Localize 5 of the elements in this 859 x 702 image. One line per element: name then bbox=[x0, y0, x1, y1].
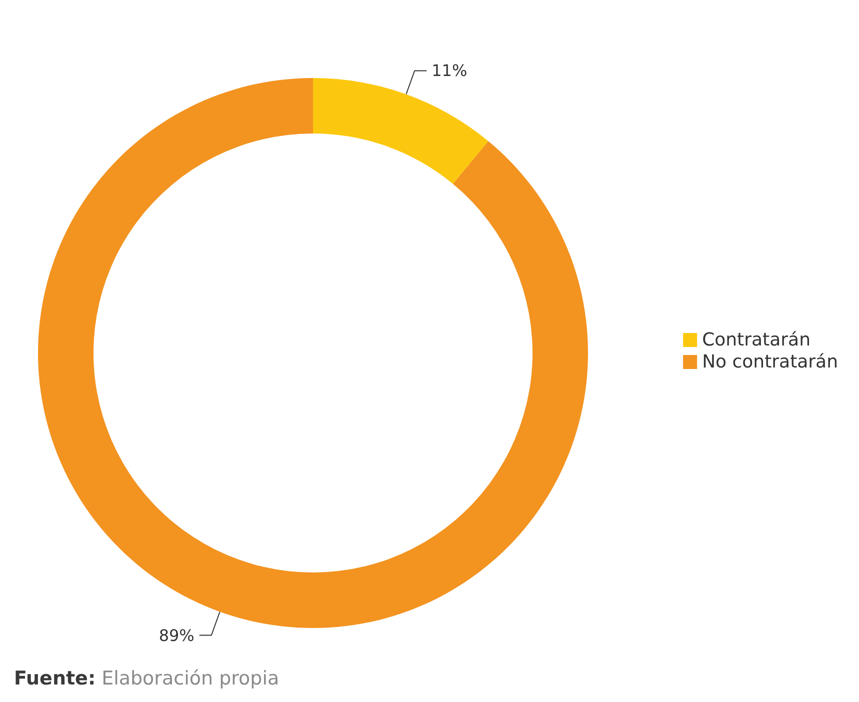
source-note: Fuente: Elaboración propia bbox=[14, 668, 280, 690]
data-label: 11% bbox=[432, 61, 468, 80]
legend-label: Contratarán bbox=[702, 330, 810, 350]
legend-label: No contratarán bbox=[702, 352, 838, 372]
data-label: 89% bbox=[158, 626, 194, 645]
